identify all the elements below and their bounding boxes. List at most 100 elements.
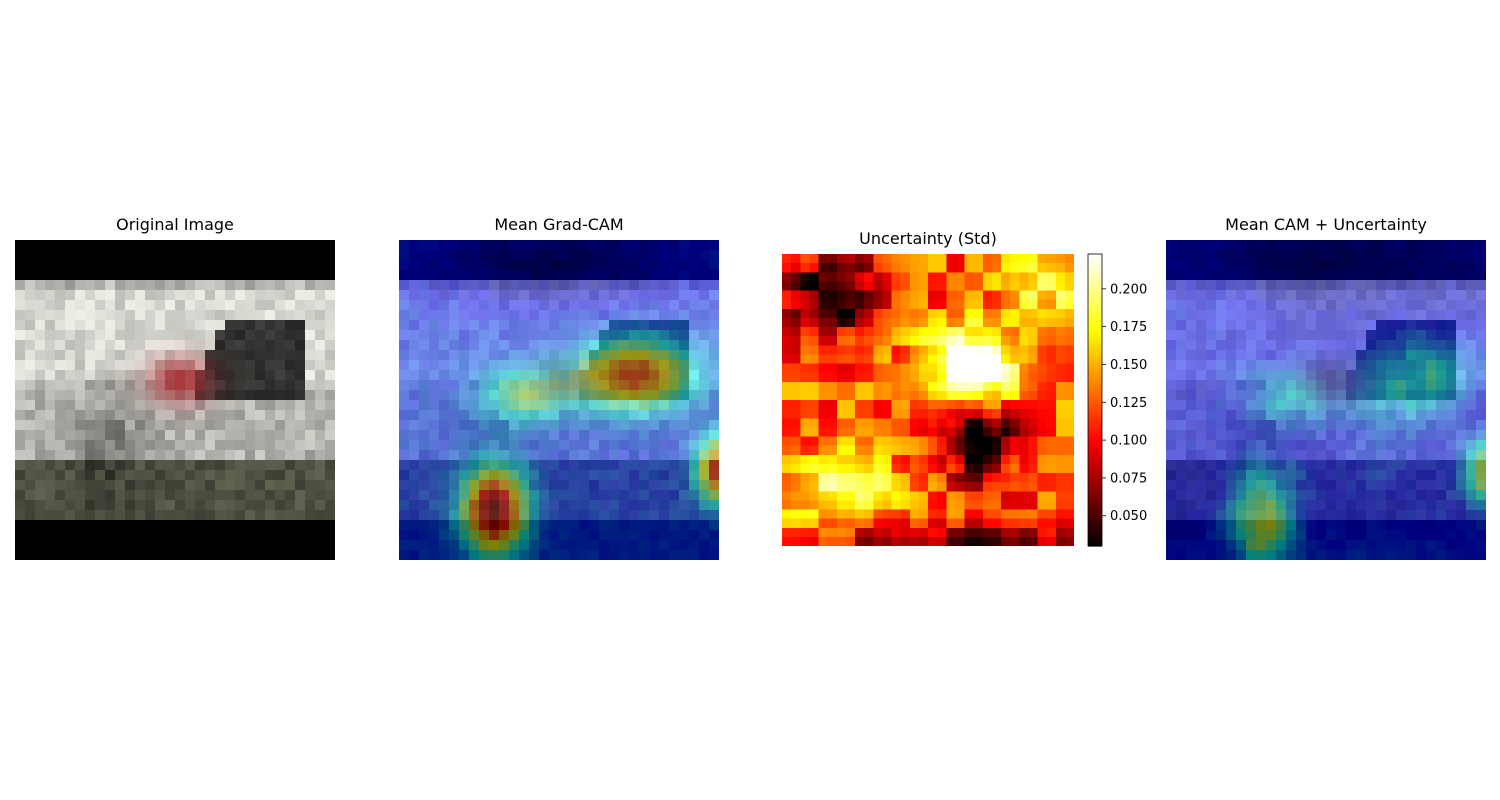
uncertainty-pixel (1001, 509, 1011, 519)
original-pixel (175, 470, 186, 481)
uncertainty-pixel (1046, 409, 1056, 419)
uncertainty-pixel (827, 354, 837, 364)
original-pixel (145, 400, 156, 411)
gradcam-pixel (519, 460, 530, 471)
original-pixel (235, 440, 246, 451)
uncertainty-pixel (991, 518, 1002, 528)
overlay-pixel (1446, 500, 1457, 511)
uncertainty-pixel (827, 336, 837, 346)
gradcam-pixel (589, 270, 600, 281)
uncertainty-pixel (1010, 272, 1020, 282)
gradcam-pixel (579, 460, 590, 471)
uncertainty-pixel (900, 372, 910, 382)
gradcam-pixel (699, 550, 710, 560)
uncertainty-pixel (800, 308, 810, 319)
original-pixel (185, 390, 196, 401)
uncertainty-pixel (1010, 390, 1020, 401)
overlay-pixel (1466, 270, 1477, 281)
overlay-pixel (1176, 310, 1187, 321)
gradcam-pixel (449, 300, 460, 311)
original-pixel (205, 270, 216, 281)
gradcam-pixel (669, 270, 680, 281)
uncertainty-pixel (1037, 390, 1047, 401)
overlay-pixel (1476, 260, 1486, 271)
uncertainty-pixel (1019, 336, 1029, 346)
uncertainty-pixel (782, 518, 792, 528)
overlay-pixel (1206, 500, 1217, 511)
original-pixel (125, 450, 136, 461)
uncertainty-pixel (1037, 254, 1047, 264)
overlay-pixel (1386, 440, 1397, 451)
original-pixel (195, 360, 206, 371)
gradcam-pixel (409, 480, 420, 491)
uncertainty-pixel (928, 482, 938, 492)
original-pixel (175, 330, 186, 341)
original-pixel (315, 350, 326, 361)
gradcam-pixel (589, 550, 600, 560)
gradcam-pixel (409, 510, 420, 521)
original-pixel (295, 340, 306, 351)
original-pixel (235, 260, 246, 271)
original-pixel (325, 520, 335, 531)
original-pixel (55, 550, 66, 560)
uncertainty-pixel (882, 527, 892, 538)
colorbar-segment (1088, 502, 1102, 506)
original-pixel (155, 350, 166, 361)
original-pixel (285, 320, 296, 331)
original-pixel (95, 260, 106, 271)
overlay-pixel (1206, 410, 1217, 421)
original-pixel (65, 360, 76, 371)
original-pixel (265, 390, 276, 401)
original-pixel (285, 540, 296, 551)
uncertainty-pixel (809, 463, 819, 474)
gradcam-pixel (499, 350, 510, 361)
original-pixel (305, 350, 316, 361)
original-pixel (305, 300, 316, 311)
uncertainty-pixel (791, 308, 801, 319)
original-pixel (255, 350, 266, 361)
uncertainty-pixel (1028, 281, 1038, 291)
uncertainty-pixel (964, 263, 974, 273)
original-pixel (135, 250, 146, 261)
gradcam-pixel (529, 400, 540, 411)
overlay-pixel (1226, 390, 1237, 401)
original-pixel (215, 240, 226, 251)
overlay-pixel (1476, 410, 1486, 421)
original-pixel (245, 510, 256, 521)
overlay-pixel (1476, 540, 1486, 551)
original-pixel (135, 430, 146, 441)
uncertainty-pixel (964, 527, 974, 538)
overlay-pixel (1476, 490, 1486, 501)
gradcam-pixel (669, 450, 680, 461)
original-pixel (325, 290, 335, 301)
uncertainty-pixel (791, 527, 801, 538)
gradcam-pixel (469, 290, 480, 301)
overlay-pixel (1446, 520, 1457, 531)
uncertainty-pixel (973, 317, 983, 328)
original-pixel (235, 520, 246, 531)
original-pixel (125, 260, 136, 271)
gradcam-pixel (569, 250, 580, 261)
overlay-pixel (1296, 530, 1307, 541)
uncertainty-pixel (864, 345, 874, 355)
uncertainty-pixel (864, 272, 874, 282)
overlay-pixel (1436, 500, 1447, 511)
overlay-pixel (1226, 500, 1237, 511)
overlay-pixel (1456, 540, 1467, 551)
gradcam-pixel (549, 360, 560, 371)
gradcam-pixel (679, 320, 690, 331)
gradcam-pixel (659, 450, 670, 461)
original-pixel (15, 490, 26, 501)
uncertainty-pixel (1028, 272, 1038, 282)
gradcam-pixel (599, 330, 610, 341)
gradcam-pixel (529, 480, 540, 491)
uncertainty-pixel (973, 518, 983, 528)
original-pixel (215, 320, 226, 331)
overlay-pixel (1176, 410, 1187, 421)
original-pixel (315, 530, 326, 541)
colorbar-segment (1088, 470, 1102, 474)
uncertainty-pixel (800, 290, 810, 300)
uncertainty-pixel (855, 299, 865, 309)
gradcam-pixel (459, 510, 470, 521)
overlay-pixel (1246, 370, 1257, 381)
